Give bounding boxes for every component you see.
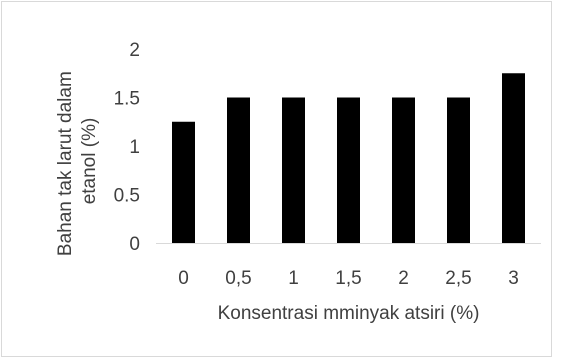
bar	[172, 121, 195, 243]
y-axis-title: Bahan tak larut dalam etanol (%)	[55, 66, 100, 256]
x-tick-label: 2,5	[445, 268, 471, 289]
x-tick-label: 2	[398, 268, 409, 289]
bar	[282, 97, 305, 243]
y-tick-label: 0	[129, 234, 140, 255]
y-tick-label: 0.5	[114, 186, 140, 207]
bars	[172, 73, 525, 243]
bar	[392, 97, 415, 243]
bar	[447, 97, 470, 243]
y-axis-ticks: 0 0.5 1 1.5 2	[114, 40, 140, 255]
bar	[502, 73, 525, 243]
y-tick-label: 1	[129, 137, 140, 158]
x-tick-label: 0,5	[225, 268, 251, 289]
y-tick-label: 1.5	[114, 89, 140, 110]
y-axis-title-line-2: etanol (%)	[79, 118, 100, 205]
x-tick-label: 0	[178, 268, 189, 289]
x-axis-title: Konsentrasi mminyak atsiri (%)	[218, 303, 480, 324]
x-tick-label: 1	[288, 268, 299, 289]
bar-chart: 0 0.5 1 1.5 2 0 0,5 1 1,5 2 2,5 3 Konsentrasi mmin…	[55, 40, 541, 324]
x-axis-ticks: 0 0,5 1 1,5 2 2,5 3	[178, 268, 519, 289]
chart-frame: 0 0.5 1 1.5 2 0 0,5 1 1,5 2 2,5 3 Konsentrasi mmin…	[1, 1, 552, 357]
bar	[227, 97, 250, 243]
x-tick-label: 3	[508, 268, 519, 289]
x-tick-label: 1,5	[335, 268, 361, 289]
y-axis-title-line-1: Bahan tak larut dalam	[55, 71, 76, 256]
bar	[337, 97, 360, 243]
y-tick-label: 2	[129, 40, 140, 61]
